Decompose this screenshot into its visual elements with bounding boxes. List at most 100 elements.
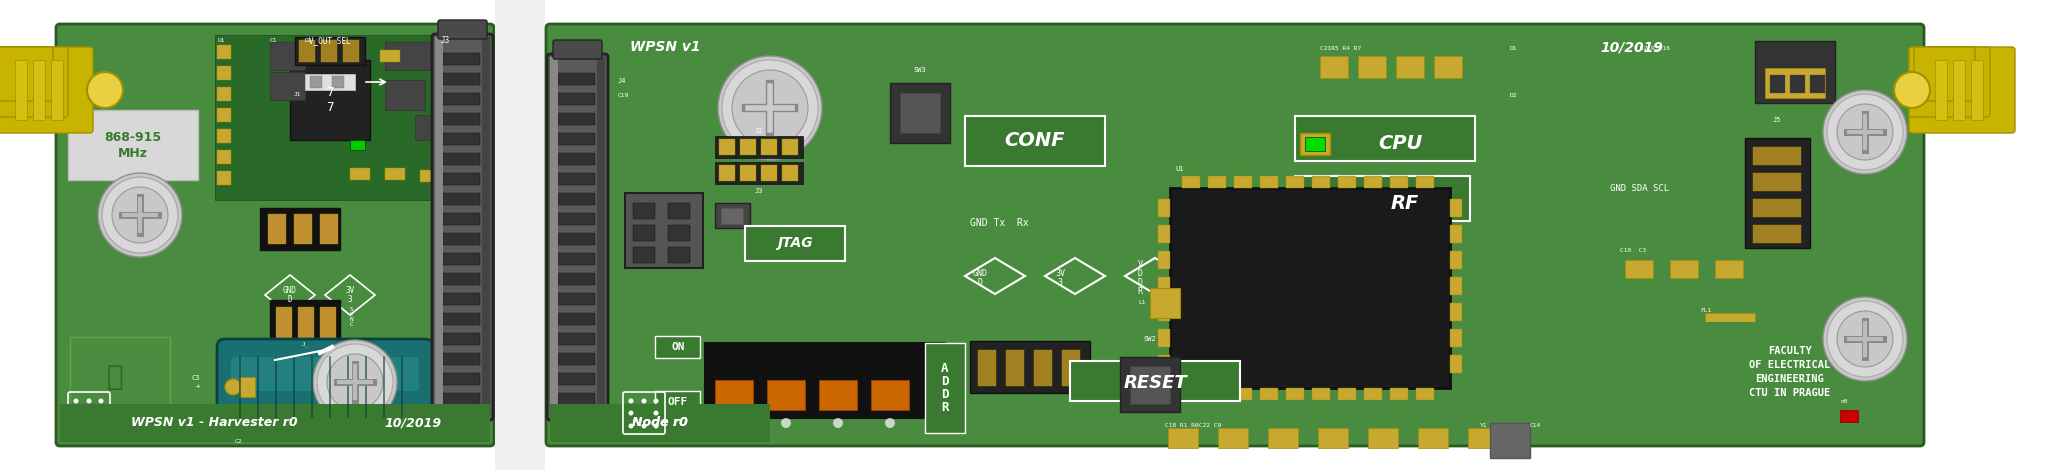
Bar [1450,329,1462,347]
Text: C10  C3: C10 C3 [1621,248,1645,253]
Bar [740,139,757,155]
Text: L1: L1 [1138,300,1146,306]
Bar [1450,277,1462,295]
Bar [270,42,305,70]
FancyBboxPatch shape [0,47,68,117]
Bar [716,380,753,410]
Bar [443,213,480,225]
Text: J_: J_ [301,341,309,346]
Bar [443,153,480,165]
Bar [1359,56,1386,78]
Bar [926,343,965,433]
Bar [761,139,777,155]
Bar [559,153,596,165]
Bar [559,73,596,85]
FancyBboxPatch shape [56,24,495,446]
Bar [1299,133,1330,155]
Bar [720,165,734,181]
FancyBboxPatch shape [433,34,493,420]
Bar [276,307,293,339]
Bar [1753,173,1800,191]
Text: J4: J4 [619,78,627,84]
Circle shape [1837,104,1893,160]
Bar [351,140,365,150]
FancyBboxPatch shape [546,24,1924,446]
Bar [33,60,45,120]
Bar [214,35,466,200]
Text: GND
D: GND D [282,286,297,305]
Text: 🦁: 🦁 [107,363,124,391]
Bar [716,203,751,228]
Text: CONF: CONF [1004,131,1066,149]
FancyBboxPatch shape [437,20,487,39]
FancyBboxPatch shape [553,40,602,59]
Text: WPSN v1: WPSN v1 [631,40,701,54]
Text: 3V
3: 3V 3 [1056,269,1064,287]
Bar [483,37,491,417]
Bar [633,247,656,263]
Text: J3: J3 [755,188,763,194]
Bar [720,139,734,155]
Bar [668,203,691,219]
Circle shape [313,340,398,424]
Bar [260,208,340,250]
Circle shape [99,173,181,257]
Bar [52,60,64,120]
Circle shape [1837,311,1893,367]
Bar [70,337,169,427]
Bar [1299,193,1330,215]
Bar [1753,147,1800,165]
Bar [559,133,596,145]
Bar [1167,428,1198,448]
Bar [1070,361,1239,401]
Bar [1433,56,1462,78]
Text: JTAG: JTAG [777,236,812,250]
Bar [559,213,596,225]
Circle shape [654,423,658,429]
Circle shape [654,399,658,404]
Bar [1468,428,1497,448]
Bar [217,66,231,80]
Circle shape [99,423,103,429]
Bar [320,307,336,339]
Bar [633,203,656,219]
Bar [495,0,544,470]
Text: GND SDA SCL: GND SDA SCL [1610,183,1668,193]
Bar [716,162,802,184]
Bar [1953,60,1965,120]
Bar [656,336,699,358]
Bar [891,83,951,143]
Bar [1320,56,1349,78]
Bar [1311,176,1330,188]
Bar [1318,428,1349,448]
Circle shape [111,187,167,243]
Bar [217,108,231,122]
Bar [1169,188,1450,388]
Bar [1033,350,1052,386]
Bar [1159,303,1169,321]
Bar [1363,176,1382,188]
Circle shape [225,379,241,395]
Circle shape [74,410,78,415]
Circle shape [730,418,738,428]
Bar [705,343,944,418]
Bar [559,113,596,125]
Bar [60,404,491,442]
Text: 10/2019: 10/2019 [384,416,441,430]
Bar [598,57,604,417]
Circle shape [1827,301,1903,377]
Bar [443,333,480,345]
Bar [332,76,344,88]
Bar [656,391,699,413]
Text: n0: n0 [1839,399,1848,404]
Bar [1670,260,1697,278]
Text: C19: C19 [619,93,629,98]
Text: D1: D1 [305,38,313,43]
Bar [1491,423,1530,458]
Text: C18 R1 R6C22 C9: C18 R1 R6C22 C9 [1165,423,1221,428]
Bar [1695,322,1881,422]
Bar [1744,138,1810,248]
Bar [239,377,256,397]
Text: V_OUT SEL: V_OUT SEL [309,36,351,45]
Bar [668,247,691,263]
